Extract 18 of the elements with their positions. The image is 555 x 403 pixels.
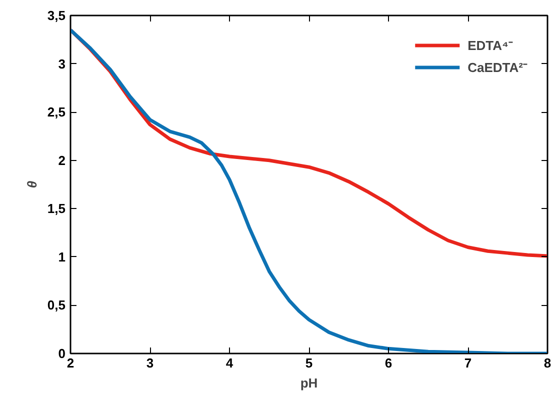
legend-label: EDTA⁴⁻: [468, 37, 512, 54]
y-tick-label: 2: [58, 152, 66, 168]
y-axis-title: θ: [24, 180, 40, 188]
y-tick-label: 3: [58, 56, 66, 72]
x-tick-label: 5: [305, 356, 313, 370]
y-tick-label: 2,5: [47, 104, 66, 120]
y-tick-label: 0: [58, 346, 66, 361]
x-tick-label: 8: [544, 356, 552, 370]
x-tick-label: 4: [226, 356, 234, 370]
x-axis-title: pH: [300, 376, 318, 390]
legend-label: CaEDTA²⁻: [468, 59, 527, 76]
x-tick-label: 3: [146, 356, 154, 370]
y-tick-label: 1: [58, 249, 66, 264]
x-tick-label: 6: [384, 356, 392, 370]
y-tick-label: 3,5: [47, 8, 66, 23]
y-tick-label: 1,5: [47, 201, 66, 216]
x-tick-label: 7: [464, 356, 472, 370]
y-tick-label: 0,5: [47, 298, 66, 313]
